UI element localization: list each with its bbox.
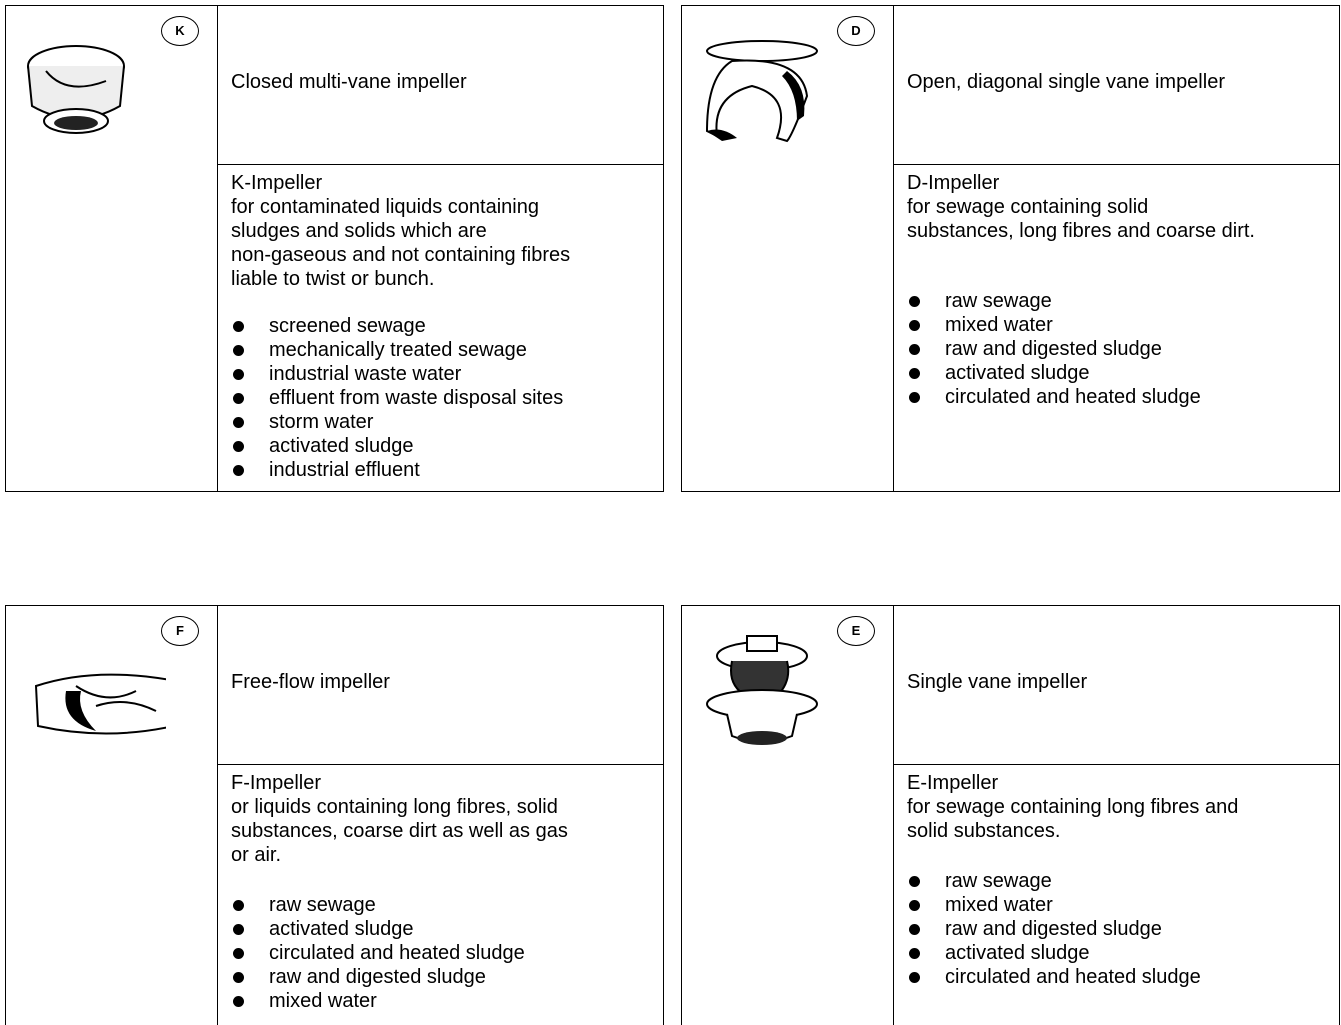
divider — [893, 606, 894, 1025]
divider — [217, 164, 663, 165]
badge: E — [837, 616, 875, 646]
application-item: raw and digested sludge — [907, 337, 1201, 361]
application-item: raw and digested sludge — [231, 965, 525, 989]
panel: D Open, diagonal single vane impeller D-Im… — [681, 5, 1340, 492]
application-item: raw sewage — [231, 893, 525, 917]
panel: F Free-flow impeller F-Impeller or liquids … — [5, 605, 664, 1025]
badge: F — [161, 616, 199, 646]
panel: K Closed multi-vane impeller K-Impeller for… — [5, 5, 664, 492]
divider — [217, 606, 218, 1025]
divider — [893, 6, 894, 491]
application-item: mixed water — [907, 313, 1201, 337]
application-item: effluent from waste disposal sites — [231, 386, 563, 410]
description: K-Impeller for contaminated liquids conta… — [231, 171, 570, 291]
description-line: non-gaseous and not containing fibres — [231, 244, 571, 266]
application-item: raw and digested sludge — [907, 917, 1201, 941]
badge: D — [837, 16, 875, 46]
divider — [217, 764, 663, 765]
impeller-title: Free-flow impeller — [231, 671, 390, 693]
application-item: activated sludge — [907, 361, 1201, 385]
application-item: industrial waste water — [231, 362, 563, 386]
description-line: substances, coarse dirt as well as gas — [231, 820, 568, 842]
badge: K — [161, 16, 199, 46]
description-line: sludges and solids which are — [231, 220, 487, 242]
description-line: for sewage containing long fibres and — [907, 796, 1239, 818]
impeller-sketch — [34, 673, 166, 735]
description-line: or liquids containing long fibres, solid — [231, 796, 558, 818]
description-line: solid substances. — [907, 820, 1061, 842]
description-line: liable to twist or bunch. — [231, 268, 435, 290]
description-line: substances, long fibres and coarse dirt. — [907, 220, 1255, 242]
description-line: or air. — [231, 844, 282, 866]
application-item: screened sewage — [231, 314, 563, 338]
application-item: circulated and heated sludge — [907, 965, 1201, 989]
impeller-title: Closed multi-vane impeller — [231, 71, 467, 93]
divider — [893, 764, 1339, 765]
application-item: activated sludge — [907, 941, 1201, 965]
application-item: mechanically treated sewage — [231, 338, 563, 362]
description-line: for contaminated liquids containing — [231, 196, 539, 218]
application-item: mixed water — [907, 893, 1201, 917]
application-item: circulated and heated sludge — [907, 385, 1201, 409]
application-list: raw sewage mixed water raw and digested sl… — [907, 869, 1201, 989]
description: D-Impeller for sewage containing solid sub… — [907, 171, 1255, 243]
application-item: raw sewage — [907, 869, 1201, 893]
application-list: screened sewage mechanically treated sewa… — [231, 314, 563, 482]
application-list: raw sewage activated sludge circulated and… — [231, 893, 525, 1013]
description: F-Impeller or liquids containing long fib… — [231, 771, 568, 867]
application-item: storm water — [231, 410, 563, 434]
application-list: raw sewage mixed water raw and digested sl… — [907, 289, 1201, 409]
impeller-name: F-Impeller — [231, 772, 322, 794]
impeller-title: Single vane impeller — [907, 671, 1088, 693]
description-line: for sewage containing solid — [907, 196, 1149, 218]
application-item: activated sludge — [231, 434, 563, 458]
description: E-Impeller for sewage containing long fib… — [907, 771, 1238, 843]
impeller-sketch — [706, 635, 818, 745]
application-item: activated sludge — [231, 917, 525, 941]
application-item: industrial effluent — [231, 458, 563, 482]
panel: E Single vane impeller E-Impeller for sewag… — [681, 605, 1340, 1025]
application-item: mixed water — [231, 989, 525, 1013]
application-item: circulated and heated sludge — [231, 941, 525, 965]
application-item: raw sewage — [907, 289, 1201, 313]
impeller-sketch — [705, 40, 818, 143]
divider — [217, 6, 218, 491]
impeller-name: K-Impeller — [231, 172, 323, 194]
impeller-name: E-Impeller — [907, 772, 999, 794]
impeller-title: Open, diagonal single vane impeller — [907, 71, 1225, 93]
divider — [893, 164, 1339, 165]
impeller-name: D-Impeller — [907, 172, 1000, 194]
impeller-sketch — [27, 45, 125, 134]
